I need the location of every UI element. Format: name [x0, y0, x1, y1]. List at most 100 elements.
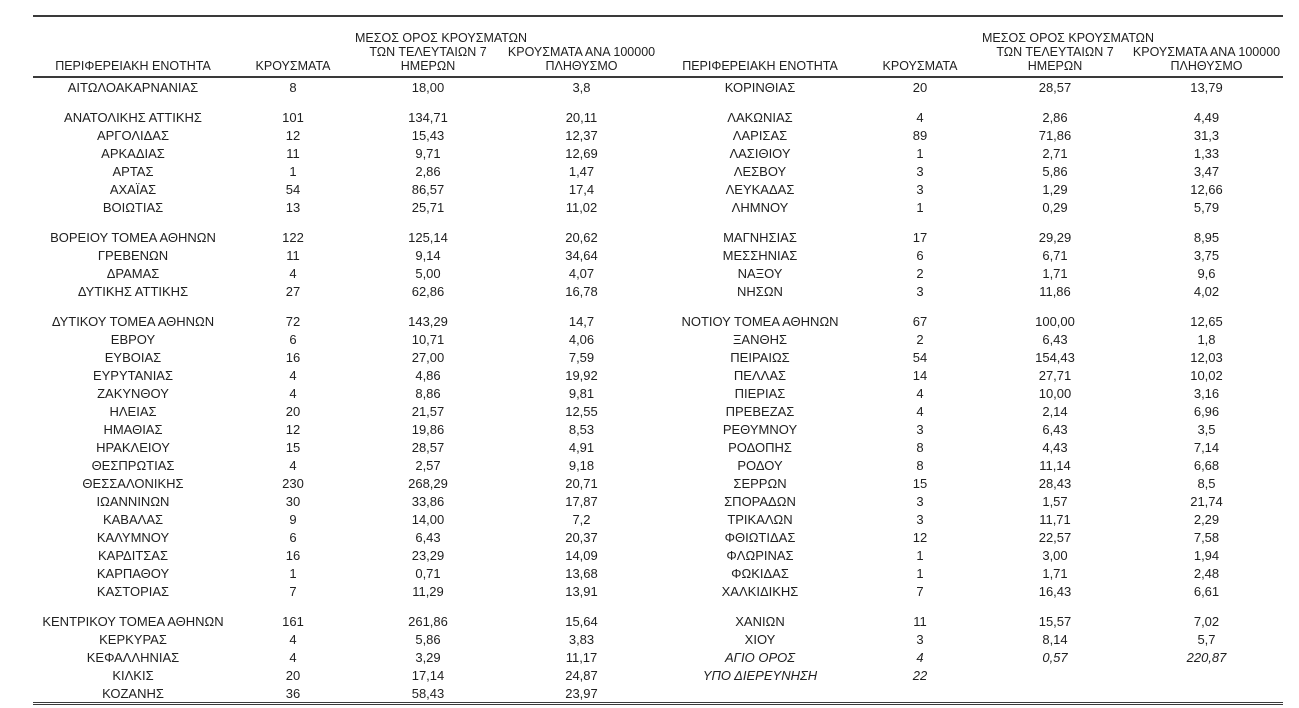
table-row: ΑΙΤΩΛΟΑΚΑΡΝΑΝΙΑΣ 8 18,00 3,8 ΚΟΡΙΝΘΙΑΣ 20 28,5… — [33, 77, 1283, 96]
avg7-cell: 27,00 — [411, 349, 445, 365]
per100k-cell: 1,94 — [1193, 547, 1220, 563]
cases-cell: 3 — [916, 163, 924, 179]
group-spacer-row — [33, 600, 1283, 612]
table-row: ΙΩΑΝΝΙΝΩΝ 30 33,86 17,87 ΣΠΟΡΑΔΩΝ 3 1,57 21,74 — [33, 492, 1283, 510]
region-cell: ΚΑΛΥΜΝΟΥ — [96, 529, 170, 545]
cases-cell: 20 — [285, 403, 301, 419]
per100k-cell: 3,16 — [1193, 385, 1220, 401]
region-cell: ΚΑΡΠΑΘΟΥ — [96, 565, 170, 581]
per100k-cell: 5,79 — [1193, 199, 1220, 215]
region-cell: ΘΕΣΣΑΛΟΝΙΚΗΣ — [82, 475, 184, 491]
per100k-cell: 17,4 — [568, 181, 595, 197]
avg7-cell: 100,00 — [1035, 313, 1075, 329]
header-cases-label: ΚΡΟΥΣΜΑΤΑ — [882, 59, 958, 73]
region-cell: ΣΠΟΡΑΔΩΝ — [724, 493, 796, 509]
region-cell: ΒΟΡΕΙΟΥ ΤΟΜΕΑ ΑΘΗΝΩΝ — [50, 229, 216, 245]
per100k-cell: 12,37 — [565, 127, 598, 143]
region-cell: ΚΑΡΔΙΤΣΑΣ — [97, 547, 169, 563]
header-avg7-left: ΜΕΣΟΣ ΟΡΟΣ ΚΡΟΥΣΜΑΤΩΝ ΤΩΝ ΤΕΛΕΥΤΑΙΩΝ 7 Η… — [353, 16, 528, 78]
region-cell: ΕΒΡΟΥ — [110, 331, 156, 347]
avg7-cell: 3,00 — [1042, 547, 1068, 563]
cases-cell: 8 — [916, 457, 924, 473]
cases-cell: 6 — [289, 529, 297, 545]
avg7-cell: 16,43 — [1038, 583, 1072, 599]
cases-cell: 8 — [289, 79, 297, 95]
region-cell: ΜΕΣΣΗΝΙΑΣ — [722, 247, 798, 263]
per100k-cell: 9,6 — [1197, 265, 1216, 281]
header-per100k-line1: ΚΡΟΥΣΜΑΤΑ ΑΝΑ 100000 — [1132, 45, 1281, 59]
region-cell: ΛΕΣΒΟΥ — [733, 163, 787, 179]
avg7-cell: 2,14 — [1042, 403, 1068, 419]
table-row: ΓΡΕΒΕΝΩΝ 11 9,14 34,64 ΜΕΣΣΗΝΙΑΣ 6 6,71 3,75 — [33, 246, 1283, 264]
cases-cell: 1 — [289, 565, 297, 581]
per100k-cell: 24,87 — [565, 667, 598, 683]
region-cell: ΡΟΔΟΥ — [737, 457, 783, 473]
cases-cell: 12 — [285, 421, 301, 437]
avg7-cell: 22,57 — [1038, 529, 1072, 545]
table-body: ΑΙΤΩΛΟΑΚΑΡΝΑΝΙΑΣ 8 18,00 3,8 ΚΟΡΙΝΘΙΑΣ 20 28,5… — [33, 77, 1283, 704]
table-row: ΚΑΡΔΙΤΣΑΣ 16 23,29 14,09 ΦΛΩΡΙΝΑΣ 1 3,00 1,94 — [33, 546, 1283, 564]
avg7-cell: 21,57 — [411, 403, 445, 419]
avg7-cell: 8,14 — [1042, 631, 1068, 647]
per100k-cell: 3,83 — [568, 631, 595, 647]
table-row: ΒΟΙΩΤΙΑΣ 13 25,71 11,02 ΛΗΜΝΟΥ 1 0,29 5,79 — [33, 198, 1283, 216]
per100k-cell: 6,96 — [1193, 403, 1220, 419]
cases-cell: 2 — [916, 331, 924, 347]
table-row: ΚΑΣΤΟΡΙΑΣ 7 11,29 13,91 ΧΑΛΚΙΔΙΚΗΣ 7 16,43 6,61 — [33, 582, 1283, 600]
avg7-cell: 27,71 — [1038, 367, 1072, 383]
per100k-cell: 12,65 — [1190, 313, 1223, 329]
region-cell: ΡΟΔΟΠΗΣ — [728, 439, 792, 455]
header-avg7-line1: ΜΕΣΟΣ ΟΡΟΣ ΚΡΟΥΣΜΑΤΩΝ — [355, 31, 528, 45]
cases-cell: 4 — [289, 385, 297, 401]
avg7-cell: 9,14 — [415, 247, 441, 263]
region-cell: ΞΑΝΘΗΣ — [732, 331, 788, 347]
cases-cell: 15 — [285, 439, 301, 455]
cases-cell: 230 — [282, 475, 304, 491]
per100k-cell: 15,64 — [565, 613, 598, 629]
per100k-cell: 8,5 — [1197, 475, 1216, 491]
cases-cell: 2 — [916, 265, 924, 281]
table-row: ΚΑΡΠΑΘΟΥ 1 0,71 13,68 ΦΩΚΙΔΑΣ 1 1,71 2,48 — [33, 564, 1283, 582]
region-cell: ΚΙΛΚΙΣ — [112, 667, 154, 683]
avg7-cell: 11,71 — [1039, 511, 1071, 527]
cases-cell: 22 — [912, 667, 928, 683]
avg7-cell: 268,29 — [408, 475, 448, 491]
cases-cell: 101 — [282, 109, 304, 125]
avg7-cell: 6,43 — [1042, 331, 1068, 347]
cases-cell: 16 — [285, 349, 301, 365]
region-cell — [660, 684, 860, 704]
header-per100k-line1: ΚΡΟΥΣΜΑΤΑ ΑΝΑ 100000 — [507, 45, 656, 59]
table-row: ΕΥΒΟΙΑΣ 16 27,00 7,59 ΠΕΙΡΑΙΩΣ 54 154,43 12,03 — [33, 348, 1283, 366]
header-avg7-line2: ΤΩΝ ΤΕΛΕΥΤΑΙΩΝ 7 — [996, 45, 1114, 59]
avg7-cell: 5,00 — [415, 265, 441, 281]
region-cell: ΑΡΤΑΣ — [112, 163, 154, 179]
region-cell: ΗΜΑΘΙΑΣ — [103, 421, 163, 437]
avg7-cell: 134,71 — [408, 109, 448, 125]
avg7-cell: 0,57 — [1042, 649, 1068, 665]
per100k-cell: 13,68 — [565, 565, 598, 581]
avg7-cell: 15,43 — [411, 127, 445, 143]
avg7-cell: 86,57 — [411, 181, 445, 197]
cases-cell: 7 — [289, 583, 297, 599]
avg7-cell: 5,86 — [1042, 163, 1068, 179]
region-cell: ΑΡΓΟΛΙΔΑΣ — [96, 127, 170, 143]
cases-cell: 17 — [912, 229, 928, 245]
per100k-cell: 11,17 — [565, 649, 598, 665]
region-cell: ΠΡΕΒΕΖΑΣ — [725, 403, 795, 419]
cases-cell: 20 — [912, 79, 928, 95]
per100k-cell — [1130, 684, 1283, 704]
cases-cell: 6 — [916, 247, 924, 263]
avg7-cell: 18,00 — [411, 79, 445, 95]
per100k-cell: 12,69 — [565, 145, 598, 161]
per100k-cell: 13,91 — [565, 583, 598, 599]
group-spacer-row — [33, 300, 1283, 312]
region-cell: ΦΘΙΩΤΙΔΑΣ — [724, 529, 796, 545]
per100k-cell: 12,66 — [1190, 181, 1223, 197]
header-avg7-line3: ΗΜΕΡΩΝ — [400, 59, 456, 73]
cases-cell: 122 — [282, 229, 304, 245]
region-cell: ΒΟΙΩΤΙΑΣ — [102, 199, 164, 215]
cases-cell: 4 — [289, 367, 297, 383]
per100k-cell: 7,2 — [572, 511, 591, 527]
region-cell: ΚΕΝΤΡΙΚΟΥ ΤΟΜΕΑ ΑΘΗΝΩΝ — [42, 613, 224, 629]
table-row: ΑΡΓΟΛΙΔΑΣ 12 15,43 12,37 ΛΑΡΙΣΑΣ 89 71,86 31,3 — [33, 126, 1283, 144]
